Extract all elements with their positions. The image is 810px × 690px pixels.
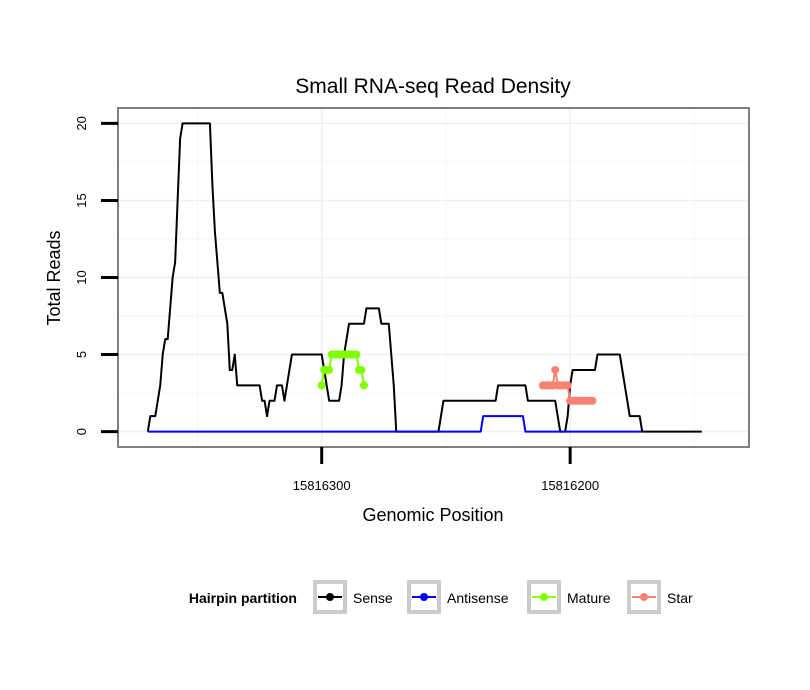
series-mature [317, 350, 368, 390]
data-point-star [551, 365, 560, 374]
series-antisense [147, 415, 643, 433]
legend-label: Star [667, 590, 693, 606]
legend-title: Hairpin partition [189, 590, 297, 606]
legend-key-point [326, 593, 334, 601]
y-tick-label: 10 [74, 270, 89, 284]
legend-key-point [640, 593, 648, 601]
x-tick-label: 15816300 [293, 478, 351, 493]
grid-lines [118, 108, 749, 447]
y-axis-label: Total Reads [44, 230, 64, 325]
data-point-mature [352, 350, 361, 359]
legend: Hairpin partition Sense Antisense Mature St… [189, 580, 693, 614]
y-tick-label: 0 [74, 428, 89, 435]
chart-title: Small RNA-seq Read Density [295, 75, 571, 98]
series-line-antisense [147, 415, 643, 433]
data-point-mature [357, 365, 366, 374]
legend-label: Antisense [447, 590, 509, 606]
y-tick-label: 5 [74, 351, 89, 358]
data-point-mature [325, 365, 334, 374]
y-tick-label: 15 [74, 193, 89, 207]
y-tick-label: 20 [74, 116, 89, 130]
series-layer [146, 122, 702, 433]
legend-item-sense: Sense [313, 580, 393, 614]
legend-item-mature: Mature [527, 580, 611, 614]
series-star [538, 365, 597, 405]
data-point-star [588, 396, 597, 405]
x-tick-label: 15816200 [541, 478, 599, 493]
data-point-star [563, 381, 572, 390]
data-point-mature [359, 381, 368, 390]
x-axis-label: Genomic Position [362, 505, 503, 525]
legend-key-point [540, 593, 548, 601]
legend-item-star: Star [627, 580, 693, 614]
legend-item-antisense: Antisense [407, 580, 509, 614]
legend-label: Sense [353, 590, 393, 606]
legend-key-point [420, 593, 428, 601]
legend-entries: Sense Antisense Mature Star [313, 580, 693, 614]
y-axis: 0 5 10 15 20 [74, 116, 118, 435]
data-point-mature [317, 381, 326, 390]
legend-label: Mature [567, 590, 611, 606]
x-axis: 15816300 15816200 [293, 447, 599, 493]
